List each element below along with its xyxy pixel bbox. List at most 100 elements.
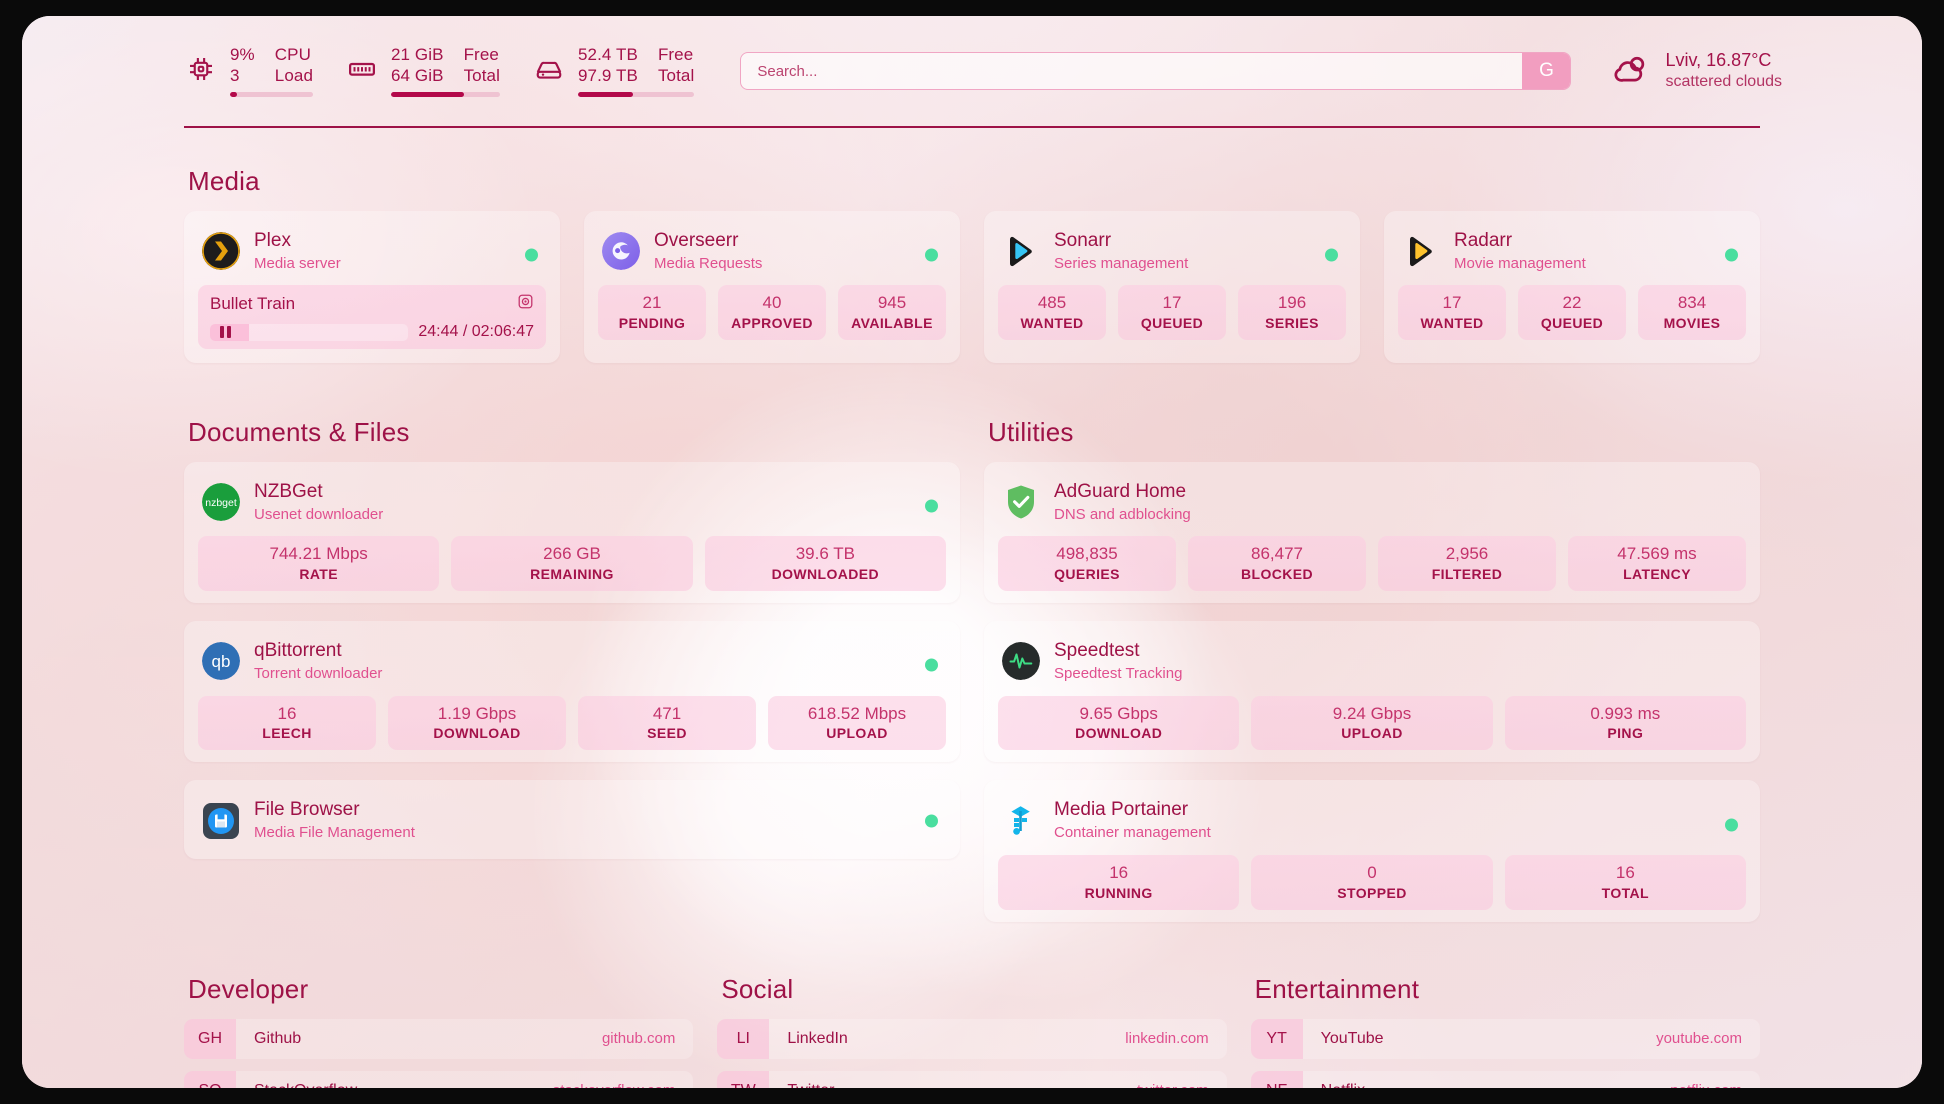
adguard-icon: [1002, 483, 1040, 521]
section-title-media: Media: [188, 166, 260, 196]
memory-label-bottom: Total: [463, 65, 500, 85]
system-stat-disk: 52.4 TB 97.9 TB Free Total: [534, 45, 695, 97]
stat-row: 21 PENDING 40 APPROVED 945 AVAILABLE: [598, 285, 946, 341]
bookmark-link-twitter[interactable]: TW Twitter twitter.com: [717, 1070, 1227, 1088]
stat-value: 22: [1562, 293, 1582, 313]
status-indicator: [525, 248, 538, 262]
service-name: Plex: [254, 230, 291, 251]
header-divider: [184, 126, 1760, 128]
header-bar: 9% 3 CPU Load: [22, 16, 1922, 126]
service-card-overseerr[interactable]: Overseerr Media Requests 21 PENDING 40 A…: [584, 211, 960, 364]
bookmark-abbr: LI: [717, 1018, 770, 1059]
stat-row: 16 LEECH 1.19 Gbps DOWNLOAD 471 SEED: [198, 695, 946, 751]
stat-row: 744.21 Mbps RATE 266 GB REMAINING 39.6 T…: [198, 536, 946, 592]
stat-item: 16 RUNNING: [998, 854, 1240, 910]
stat-item: 0.993 ms PING: [1504, 695, 1746, 751]
disk-label-top: Free: [657, 45, 694, 65]
stat-label: UPLOAD: [1341, 725, 1403, 742]
stat-row: 16 RUNNING 0 STOPPED 16 TOTAL: [998, 854, 1746, 910]
stat-label: LATENCY: [1623, 566, 1691, 583]
qbittorrent-icon: qb: [202, 642, 240, 681]
stat-value: 16: [277, 703, 297, 723]
stat-item: 471 SEED: [578, 695, 756, 751]
bookmark-url: netflix.com: [1670, 1082, 1760, 1088]
stat-value: 16: [1109, 862, 1129, 882]
stat-item: 618.52 Mbps UPLOAD: [768, 695, 946, 751]
stat-value: 618.52 Mbps: [807, 703, 907, 723]
service-card-radarr[interactable]: Radarr Movie management 17 WANTED 22 QUE…: [1384, 211, 1760, 364]
stat-item: 40 APPROVED: [718, 285, 826, 341]
bookmark-link-youtube[interactable]: YT YouTube youtube.com: [1250, 1018, 1760, 1059]
cloud-icon: [1611, 53, 1651, 90]
bookmark-name: YouTube: [1320, 1029, 1384, 1047]
dashboard-window: 9% 3 CPU Load: [22, 16, 1922, 1088]
stat-value: 9.65 Gbps: [1079, 703, 1158, 723]
service-card-sonarr[interactable]: Sonarr Series management 485 WANTED 17 Q…: [984, 211, 1360, 364]
bookmark-group-title: Developer: [188, 973, 309, 1004]
service-card-nzbget[interactable]: nzbget NZBGet Usenet downloader 74: [184, 462, 960, 604]
stat-label: REMAINING: [530, 566, 614, 583]
service-name: qBittorrent: [254, 640, 342, 662]
stat-label: MOVIES: [1663, 315, 1721, 332]
disk-total-value: 97.9 TB: [578, 65, 638, 85]
stat-item: 266 GB REMAINING: [451, 536, 693, 592]
bookmark-name: Twitter: [769, 1082, 1137, 1088]
service-card-qbittorrent[interactable]: qb qBittorrent Torrent downloader: [184, 621, 960, 763]
weather-condition: scattered clouds: [1665, 73, 1782, 91]
bookmark-url: twitter.com: [1137, 1082, 1227, 1088]
radarr-icon: [1402, 232, 1440, 270]
service-name: Overseerr: [654, 230, 739, 251]
service-card-plex[interactable]: Plex Media server Bullet Train: [184, 211, 560, 364]
bookmark-url: youtube.com: [1656, 1030, 1742, 1048]
stat-label: QUEUED: [1140, 315, 1204, 332]
weather-location-temp: Lviv, 16.87°C: [1665, 49, 1772, 70]
overseerr-icon: [602, 232, 640, 271]
ram-icon: [347, 54, 377, 89]
stat-value: 9.24 Gbps: [1332, 703, 1412, 723]
bookmark-link-linkedin[interactable]: LI LinkedIn linkedin.com: [717, 1018, 1227, 1059]
pause-icon[interactable]: [220, 326, 231, 339]
disk-icon: [534, 54, 564, 89]
search-input[interactable]: [741, 53, 1523, 89]
bookmark-abbr: YT: [1250, 1018, 1303, 1059]
status-indicator: [925, 814, 938, 828]
bookmark-link-github[interactable]: GH Github github.com: [184, 1018, 694, 1059]
stat-item: 21 PENDING: [598, 285, 706, 341]
stat-value: 21: [642, 293, 662, 313]
section-title-utilities: Utilities: [988, 417, 1074, 448]
search-bar[interactable]: G: [740, 52, 1572, 90]
disk-free-value: 52.4 TB: [578, 45, 638, 65]
service-card-media-portainer[interactable]: Media Portainer Container management 16 …: [984, 780, 1760, 922]
cpu-load-value: 3: [230, 65, 240, 85]
stat-label: APPROVED: [731, 315, 813, 332]
bookmark-link-netflix[interactable]: NF Netflix netflix.com: [1250, 1070, 1760, 1088]
bookmark-abbr: GH: [184, 1018, 236, 1059]
plex-icon: [202, 232, 240, 271]
stat-value: 471: [652, 703, 682, 723]
search-submit-button[interactable]: G: [1522, 53, 1571, 89]
bookmark-group-developer: Developer GH Github github.com SO StackO…: [184, 973, 694, 1088]
cast-icon[interactable]: [517, 293, 534, 315]
stat-value: 945: [877, 293, 907, 313]
bookmarks-area: Developer GH Github github.com SO StackO…: [184, 974, 1760, 1088]
stat-value: 2,956: [1445, 544, 1489, 564]
service-subtitle: DNS and adblocking: [1054, 505, 1191, 523]
now-playing-panel: Bullet Train: [198, 285, 546, 350]
stat-label: PING: [1607, 725, 1644, 742]
service-subtitle: Series management: [1054, 254, 1189, 272]
bookmark-abbr: SO: [184, 1070, 236, 1088]
stat-row: 485 WANTED 17 QUEUED 196 SERIES: [998, 285, 1346, 341]
status-indicator: [1725, 818, 1738, 832]
stat-value: 498,835: [1056, 544, 1118, 564]
bookmark-link-stackoverflow[interactable]: SO StackOverflow stackoverflow.com: [184, 1070, 694, 1088]
service-card-speedtest[interactable]: Speedtest Speedtest Tracking 9.65 Gbps D…: [984, 621, 1760, 763]
service-card-file-browser[interactable]: File Browser Media File Management: [184, 780, 960, 859]
service-card-adguard-home[interactable]: AdGuard Home DNS and adblocking 498,835 …: [984, 462, 1760, 604]
service-name: NZBGet: [254, 481, 323, 503]
stat-item: 47.569 ms LATENCY: [1568, 536, 1746, 592]
playback-progress-bar[interactable]: [210, 323, 409, 341]
bookmark-abbr: TW: [717, 1070, 770, 1088]
stat-label: LEECH: [262, 725, 312, 742]
service-subtitle: Torrent downloader: [254, 665, 383, 682]
section-title-documents: Documents & Files: [188, 417, 410, 448]
